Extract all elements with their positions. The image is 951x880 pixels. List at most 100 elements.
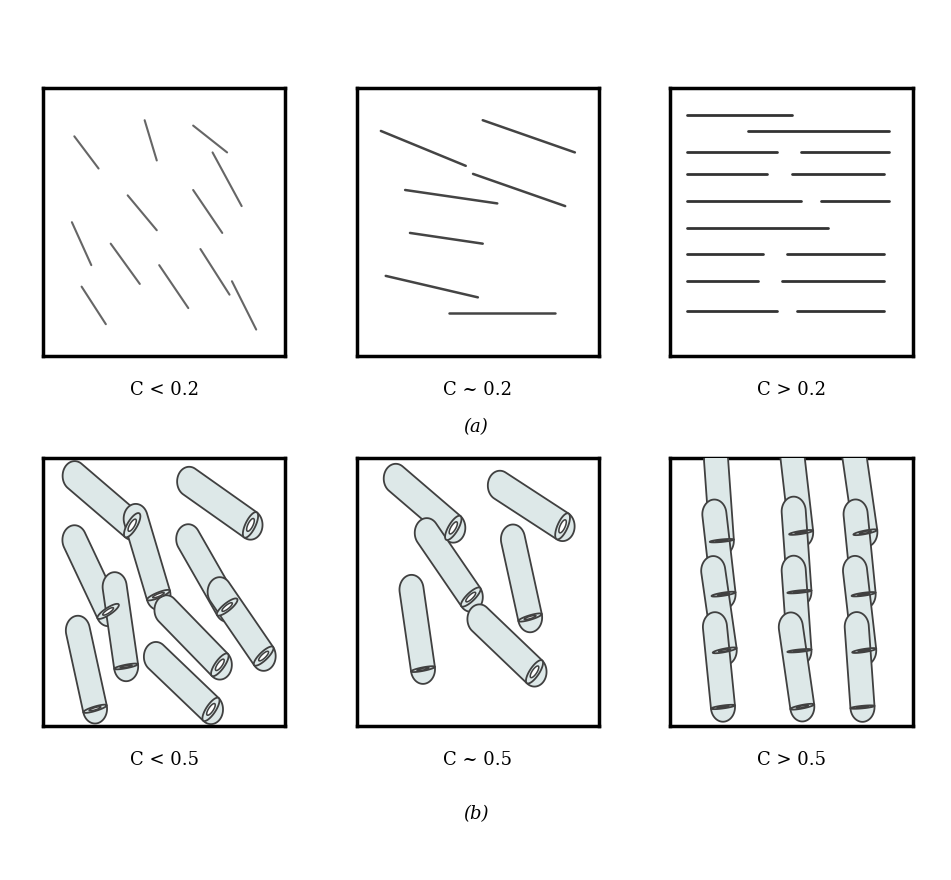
Text: (b): (b)	[463, 805, 488, 823]
Polygon shape	[383, 464, 402, 491]
Polygon shape	[703, 500, 727, 517]
Polygon shape	[779, 612, 814, 722]
Polygon shape	[178, 532, 238, 615]
Polygon shape	[501, 524, 525, 543]
Polygon shape	[703, 612, 727, 628]
Polygon shape	[527, 660, 547, 686]
Polygon shape	[124, 504, 170, 610]
Polygon shape	[411, 666, 435, 684]
Polygon shape	[114, 664, 138, 681]
Polygon shape	[183, 469, 257, 538]
Polygon shape	[67, 627, 107, 712]
Polygon shape	[844, 500, 867, 516]
Polygon shape	[857, 707, 868, 708]
Polygon shape	[84, 705, 107, 723]
Polygon shape	[66, 616, 107, 723]
Polygon shape	[89, 707, 101, 711]
Text: C ~ 0.5: C ~ 0.5	[443, 751, 513, 768]
Polygon shape	[703, 500, 735, 609]
Polygon shape	[711, 705, 735, 722]
Polygon shape	[787, 590, 811, 593]
Polygon shape	[259, 651, 268, 661]
Polygon shape	[782, 496, 805, 513]
Polygon shape	[103, 607, 113, 615]
Polygon shape	[176, 524, 240, 622]
Polygon shape	[703, 612, 735, 722]
Polygon shape	[417, 524, 480, 606]
Polygon shape	[417, 668, 429, 671]
Polygon shape	[844, 626, 875, 708]
Polygon shape	[494, 473, 569, 539]
Polygon shape	[842, 438, 865, 455]
Polygon shape	[153, 592, 165, 598]
Polygon shape	[852, 649, 876, 665]
Polygon shape	[518, 613, 542, 621]
Polygon shape	[782, 510, 811, 593]
Polygon shape	[711, 591, 735, 597]
Polygon shape	[780, 437, 813, 547]
Polygon shape	[850, 706, 875, 708]
Polygon shape	[789, 530, 813, 535]
Polygon shape	[461, 588, 483, 612]
Polygon shape	[63, 461, 82, 488]
Polygon shape	[518, 613, 542, 632]
Polygon shape	[782, 555, 811, 665]
Polygon shape	[709, 539, 734, 542]
Polygon shape	[415, 518, 436, 542]
Polygon shape	[207, 577, 229, 601]
Polygon shape	[853, 530, 878, 547]
Polygon shape	[103, 572, 138, 681]
Polygon shape	[701, 556, 737, 665]
Polygon shape	[467, 605, 487, 631]
Polygon shape	[206, 703, 215, 715]
Polygon shape	[711, 705, 735, 709]
Polygon shape	[790, 704, 814, 722]
Polygon shape	[158, 599, 228, 676]
Polygon shape	[415, 518, 483, 612]
Polygon shape	[243, 512, 258, 538]
Polygon shape	[779, 612, 803, 630]
Polygon shape	[411, 666, 435, 672]
Polygon shape	[120, 665, 132, 668]
Polygon shape	[63, 525, 85, 547]
Text: C < 0.2: C < 0.2	[129, 381, 199, 399]
Polygon shape	[860, 531, 871, 533]
Polygon shape	[559, 520, 566, 533]
Polygon shape	[488, 471, 574, 541]
Polygon shape	[526, 660, 543, 684]
Polygon shape	[844, 500, 876, 609]
Polygon shape	[84, 705, 107, 713]
Polygon shape	[780, 437, 804, 455]
Polygon shape	[701, 568, 737, 653]
Polygon shape	[796, 705, 808, 708]
Polygon shape	[467, 605, 547, 686]
Polygon shape	[701, 556, 725, 574]
Polygon shape	[709, 539, 734, 555]
Polygon shape	[790, 704, 814, 709]
Polygon shape	[704, 445, 734, 555]
Polygon shape	[858, 649, 870, 652]
Polygon shape	[703, 626, 735, 708]
Polygon shape	[501, 536, 542, 621]
Polygon shape	[114, 664, 138, 670]
Polygon shape	[210, 583, 273, 665]
Polygon shape	[144, 642, 223, 724]
Polygon shape	[789, 531, 813, 547]
Polygon shape	[204, 698, 223, 724]
Polygon shape	[472, 608, 542, 683]
Polygon shape	[843, 556, 876, 665]
Text: C > 0.2: C > 0.2	[757, 381, 826, 399]
Polygon shape	[713, 648, 737, 665]
Text: (a): (a)	[463, 418, 488, 436]
Polygon shape	[144, 642, 164, 668]
Polygon shape	[787, 649, 811, 652]
Polygon shape	[842, 451, 877, 534]
Polygon shape	[779, 625, 814, 709]
Polygon shape	[246, 518, 254, 532]
Polygon shape	[212, 654, 232, 679]
Polygon shape	[244, 512, 262, 539]
Polygon shape	[255, 647, 276, 671]
Polygon shape	[555, 513, 570, 539]
Polygon shape	[177, 466, 262, 539]
Polygon shape	[176, 524, 198, 547]
